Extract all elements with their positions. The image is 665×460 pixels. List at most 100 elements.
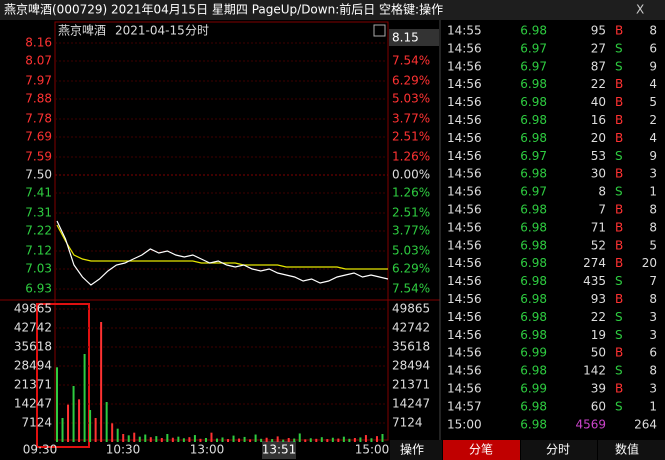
tick-count: 3 [649,382,657,396]
tick-side: S [615,364,623,378]
pct-tick-label: 3.77% [392,112,430,126]
tick-count: 3 [649,310,657,324]
tick-time: 14:56 [447,328,482,342]
tick-volume: 7 [598,203,606,217]
tick-count: 8 [649,203,657,217]
tick-side: B [615,256,623,270]
price-tick-label: 6.93 [25,282,52,296]
tick-volume: 95 [591,24,606,38]
tick-price: 6.98 [520,310,547,324]
tick-time: 14:56 [447,310,482,324]
tick-price: 6.97 [520,59,547,73]
tab-active[interactable] [443,440,520,460]
tick-price: 6.98 [520,203,547,217]
tick-time: 15:00 [447,417,482,431]
stock-name: 燕京啤酒 [58,23,106,38]
pct-tick-label: 7.54% [392,282,430,296]
tick-side: B [615,238,623,252]
pct-tick-label: 6.29% [392,262,430,276]
tick-side: B [615,292,623,306]
price-tick-label: 7.50 [25,168,52,182]
tick-side: S [615,59,623,73]
tick-price: 6.98 [520,24,547,38]
pct-tick-label: 7.54% [392,54,430,68]
pct-tick-label: 6.29% [392,74,430,88]
tab[interactable] [598,440,665,460]
tick-time: 14:56 [447,292,482,306]
tick-price: 6.98 [520,113,547,127]
pct-tick-label: 3.77% [392,224,430,238]
tick-price: 6.99 [520,346,547,360]
tick-side: S [615,41,623,55]
volume-tick-label: 49865 [392,302,430,316]
price-tick-label: 7.03 [25,262,52,276]
tick-side: B [615,24,623,38]
tick-volume: 30 [591,167,606,181]
price-line [56,220,389,286]
tick-count: 5 [649,238,657,252]
title-text: 燕京啤酒(000729) 2021年04月15日 星期四 PageUp/Down… [4,2,443,17]
time-label: 15:00 [355,443,390,457]
tick-time: 14:56 [447,149,482,163]
pct-tick-label: 1.26% [392,186,430,200]
tick-price: 6.98 [520,95,547,109]
volume-tick-label: 42742 [14,320,52,334]
tick-price: 6.98 [520,364,547,378]
tick-price: 6.98 [520,399,547,413]
tick-count: 9 [649,59,657,73]
tick-time: 14:56 [447,256,482,270]
tick-side: S [615,149,623,163]
volume-tick-label: 21371 [14,377,52,391]
tick-count: 7 [649,274,657,288]
tick-side: B [615,220,623,234]
tick-price: 6.98 [520,274,547,288]
tick-volume: 60 [591,399,606,413]
tick-volume: 16 [591,113,606,127]
tick-count: 3 [649,167,657,181]
tick-time: 14:56 [447,220,482,234]
tick-count: 20 [642,256,657,270]
tick-time: 14:56 [447,77,482,91]
price-tick-label: 7.69 [25,130,52,144]
tick-time: 14:56 [447,364,482,378]
volume-tick-label: 42742 [392,320,430,334]
tick-time: 14:56 [447,185,482,199]
tick-count: 6 [649,41,657,55]
tick-count: 9 [649,149,657,163]
tick-time: 14:55 [447,24,482,38]
tick-volume: 4569 [575,417,606,431]
tab-label: 数值 [615,442,639,457]
tab[interactable] [390,440,442,460]
tick-side: B [615,167,623,181]
tick-time: 14:56 [447,382,482,396]
price-tick-label: 7.78 [25,112,52,126]
pct-tick-label: 2.51% [392,206,430,220]
tab[interactable] [521,440,597,460]
tick-price: 6.98 [520,292,547,306]
tick-price: 6.98 [520,131,547,145]
pct-tick-label: 2.51% [392,130,430,144]
tick-time: 14:56 [447,59,482,73]
chart-date: 2021-04-15 [115,24,185,38]
tick-time: 14:56 [447,203,482,217]
icon[interactable] [373,24,386,37]
tick-side: S [615,310,623,324]
volume-tick-label: 49865 [14,302,52,316]
price-tick-label: 7.97 [25,74,52,88]
tick-count: 4 [649,77,657,91]
tick-time: 14:56 [447,113,482,127]
price-tick-label: 7.31 [25,206,52,220]
tick-count: 6 [649,346,657,360]
tab-label: 操作 [400,442,424,457]
tick-volume: 274 [583,256,606,270]
tick-volume: 52 [591,238,606,252]
tick-side: B [615,346,623,360]
tick-count: 8 [649,220,657,234]
tick-volume: 50 [591,346,606,360]
volume-tick-label: 7124 [21,415,52,429]
tick-volume: 71 [591,220,606,234]
tick-price: 6.99 [520,382,547,396]
close-button[interactable]: X [636,3,644,17]
price-tick-label: 7.41 [25,186,52,200]
